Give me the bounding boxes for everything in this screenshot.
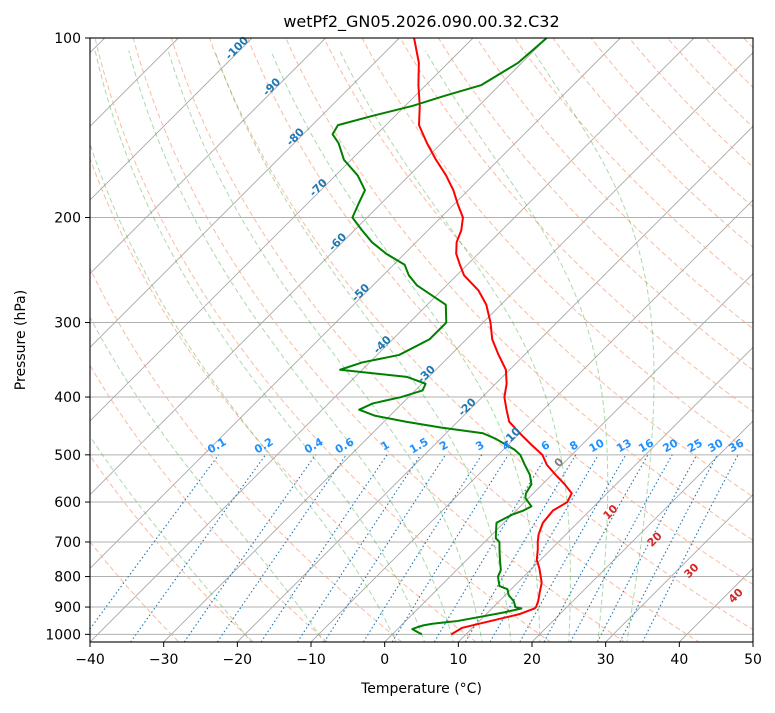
x-tick-label: 50 xyxy=(744,652,762,668)
x-tick-label: 30 xyxy=(597,652,615,668)
x-tick-label: −20 xyxy=(223,652,253,668)
y-tick-label: 200 xyxy=(54,211,81,227)
y-tick-label: 500 xyxy=(54,448,81,464)
y-tick-label: 600 xyxy=(54,495,81,511)
x-axis-label: Temperature (°C) xyxy=(360,681,482,697)
y-tick-label: 700 xyxy=(54,535,81,551)
y-tick-label: 400 xyxy=(54,390,81,406)
y-axis-label: Pressure (hPa) xyxy=(13,290,29,390)
x-tick-label: 10 xyxy=(449,652,467,668)
x-tick-label: 40 xyxy=(670,652,688,668)
y-tick-label: 100 xyxy=(54,31,81,47)
y-tick-label: 800 xyxy=(54,570,81,586)
x-tick-label: 0 xyxy=(380,652,389,668)
x-tick-label: −10 xyxy=(296,652,326,668)
y-tick-label: 900 xyxy=(54,600,81,616)
x-tick-label: 20 xyxy=(523,652,541,668)
chart-title: wetPf2_GN05.2026.090.00.32.C32 xyxy=(283,12,559,32)
y-tick-label: 1000 xyxy=(45,627,81,643)
x-tick-label: −30 xyxy=(149,652,179,668)
y-tick-label: 300 xyxy=(54,316,81,332)
x-tick-label: −40 xyxy=(75,652,105,668)
